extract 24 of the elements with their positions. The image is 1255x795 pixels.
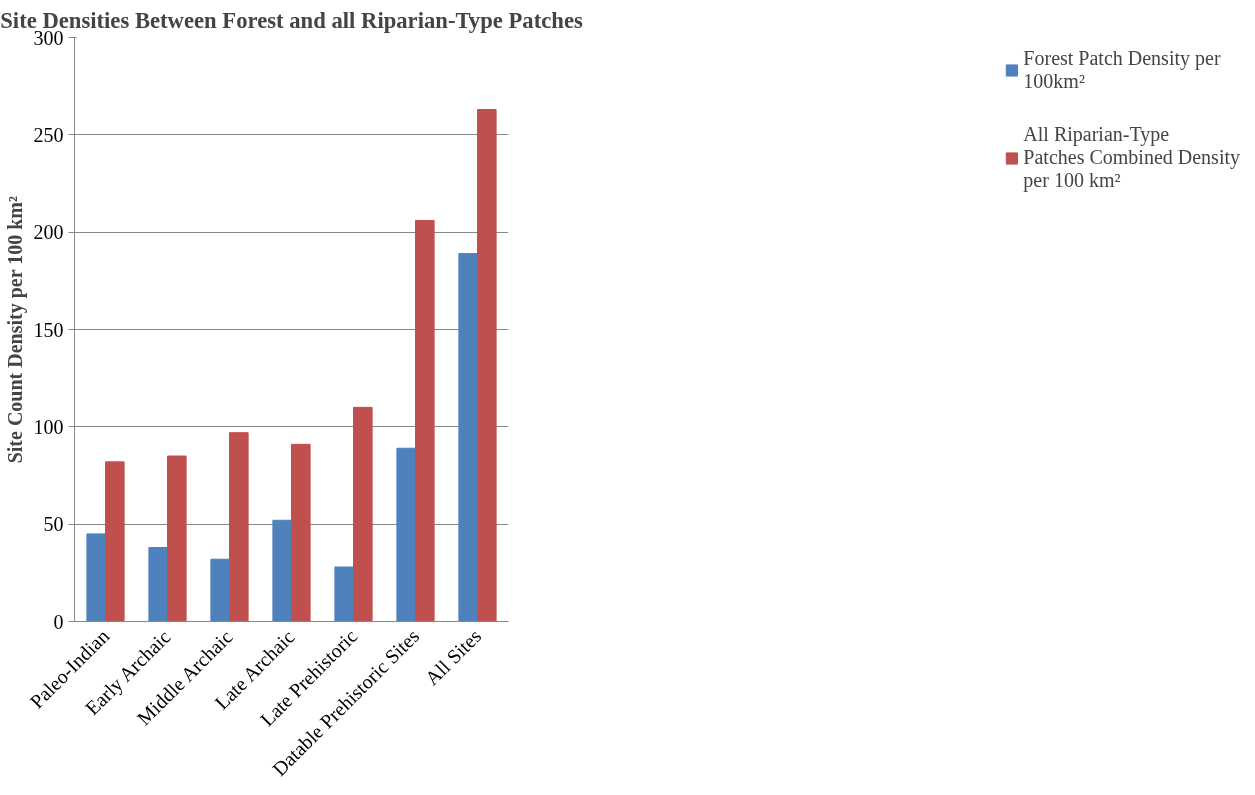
y-tick-label: 0: [53, 610, 64, 633]
legend-label: Forest Patch Density per 100km²: [1023, 47, 1221, 93]
bar: [210, 558, 230, 622]
bar: [105, 461, 125, 622]
y-axis-title: Site Count Density per 100 km²: [3, 196, 27, 464]
y-tick-label: 50: [43, 513, 64, 536]
y-tick-label: 250: [33, 123, 64, 146]
x-tick-label: All Sites: [420, 624, 486, 690]
bar: [272, 519, 292, 622]
bar: [86, 533, 106, 622]
bar: [334, 566, 354, 622]
bar: [477, 109, 497, 622]
bar: [353, 406, 373, 622]
bar: [229, 432, 249, 622]
y-tick-label: 100: [33, 415, 64, 438]
y-tick-label: 150: [33, 318, 64, 341]
bar: [148, 547, 168, 622]
bar: [291, 443, 311, 622]
y-tick-label: 200: [33, 221, 64, 244]
bar: [458, 253, 478, 622]
bar: [167, 455, 187, 622]
bar: [396, 447, 416, 622]
bar: [415, 219, 435, 622]
legend-label: All Riparian-Type Patches Combined Density per 100 km²: [1023, 123, 1240, 192]
